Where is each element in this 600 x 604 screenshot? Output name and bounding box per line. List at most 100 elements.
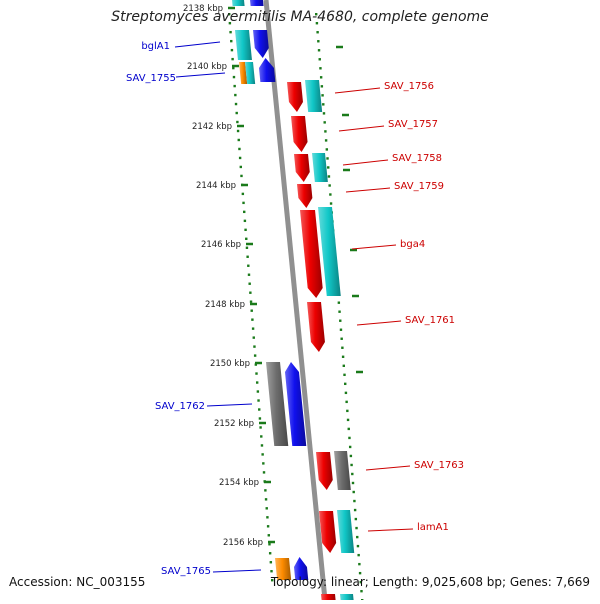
track-dot-left [232,75,236,79]
track-dot-left [261,453,264,456]
gene-feature [307,302,325,352]
track-dot-right [347,427,350,431]
track-dot-left [271,579,274,582]
tick-label: 2146 kbp [201,240,241,250]
track-dot-left [257,399,260,402]
track-dot-right [341,355,345,358]
gene-feature [312,153,328,182]
track-dot-left [247,264,250,267]
tick-label: 2138 kbp [183,4,223,14]
track-dot-right [353,508,357,512]
track-dot-right [358,562,361,566]
track-dot-left [229,30,232,34]
track-dot-left [247,273,251,276]
track-dot-left [236,120,239,124]
gene-label: SAV_1759 [394,181,444,192]
track-dot-right [352,490,355,494]
tick-marks: 2138 kbp 2140 kbp 2142 kbp 2144 kbp 2146 kbp… [183,4,363,548]
label-connector [212,569,262,573]
track-dot-right [325,148,329,151]
track-dot-left [269,561,273,564]
gene-label: SAV_1756 [384,81,434,92]
track-dot-left [255,381,259,384]
track-dot-right [329,202,333,205]
genome-summary-text: Topology: linear; Length: 9,025,608 bp; … [270,575,590,589]
track-dot-right [339,319,342,322]
track-dot-left [230,39,233,43]
track-dot-right [329,193,332,196]
track-dot-left [262,462,265,465]
gene-label: SAV_1761 [405,315,455,326]
gene-feature [266,362,289,446]
track-dot-right [343,373,346,377]
gene-label: SAV_1758 [392,153,442,164]
track-dot-right [318,58,321,61]
tick-label: 2150 kbp [210,359,250,369]
track-dot-right [351,472,354,476]
gene-labels: bglA1 SAV_1755 SAV_1762 SAV_1765 SAV_1756 SAV… [126,41,464,577]
track-dot-right [354,517,358,521]
track-dot-left [244,228,247,232]
gene-label: lamA1 [417,522,449,533]
track-dot-right [350,463,353,467]
track-dot-left [252,336,255,339]
gene-feature [284,362,307,446]
track-dot-right [328,184,331,187]
track-dot-right [338,310,341,313]
track-dot-right [359,580,362,584]
track-dot-left [259,426,262,429]
gene-label: bglA1 [141,41,170,52]
label-connector [356,320,402,326]
track-dot-left [266,516,269,519]
track-dot-left [260,435,263,438]
track-dot-left [262,471,266,474]
gene-feature [235,30,252,60]
track-dot-right [353,499,356,503]
track-dot-left [266,525,270,528]
track-dot-left [250,309,253,312]
gene-feature [300,210,323,298]
backbone-line [263,0,328,601]
gene-feature [319,511,337,553]
gene-label: SAV_1763 [414,460,464,471]
track-dot-left [239,165,243,169]
track-dot-right [319,67,322,70]
track-dot-left [264,489,267,492]
track-dot-right [356,535,359,539]
track-dot-left [267,534,270,537]
tick-label: 2140 kbp [187,62,227,72]
track-dot-left [238,156,242,160]
tick-label: 2142 kbp [192,122,232,132]
gene-feature [275,558,292,580]
track-dot-right [351,481,355,485]
track-dot-left [246,255,249,258]
track-dot-left [230,48,234,52]
track-dot-right [324,130,327,133]
track-dot-left [253,345,256,348]
track-dot-left [236,129,240,133]
track-dot-left [245,246,249,249]
track-dot-right [316,31,319,34]
track-dot-left [251,318,254,321]
label-connector [174,41,221,48]
label-connector [175,72,226,78]
track-dot-left [255,372,258,375]
gene-feature [232,0,245,6]
track-dot-right [348,445,352,449]
gene-feature [293,557,309,580]
track-dot-right [315,13,318,16]
track-dot-right [321,94,324,97]
track-dot-left [253,354,257,357]
track-dot-right [341,346,344,349]
gene-feature [250,0,264,6]
gene-label: SAV_1762 [155,401,205,412]
track-dot-left [228,21,232,25]
gene-label: SAV_1765 [161,566,211,577]
track-dot-left [248,282,251,285]
track-dot-left [268,543,271,546]
track-dot-right [358,571,362,575]
track-dot-right [348,436,351,440]
gene-feature [305,80,323,112]
gene-feature [253,30,269,58]
